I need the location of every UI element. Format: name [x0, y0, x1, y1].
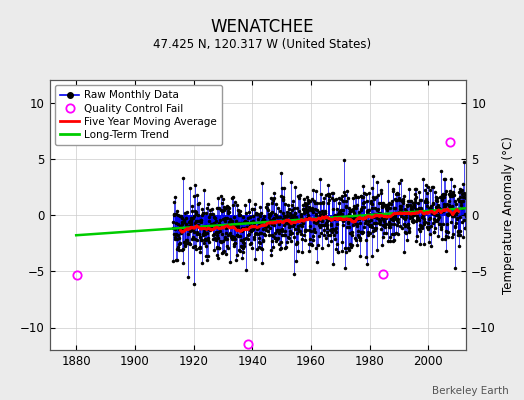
Text: 47.425 N, 120.317 W (United States): 47.425 N, 120.317 W (United States): [153, 38, 371, 51]
Y-axis label: Temperature Anomaly (°C): Temperature Anomaly (°C): [501, 136, 515, 294]
Legend: Raw Monthly Data, Quality Control Fail, Five Year Moving Average, Long-Term Tren: Raw Monthly Data, Quality Control Fail, …: [55, 85, 222, 145]
Text: WENATCHEE: WENATCHEE: [210, 18, 314, 36]
Text: Berkeley Earth: Berkeley Earth: [432, 386, 508, 396]
